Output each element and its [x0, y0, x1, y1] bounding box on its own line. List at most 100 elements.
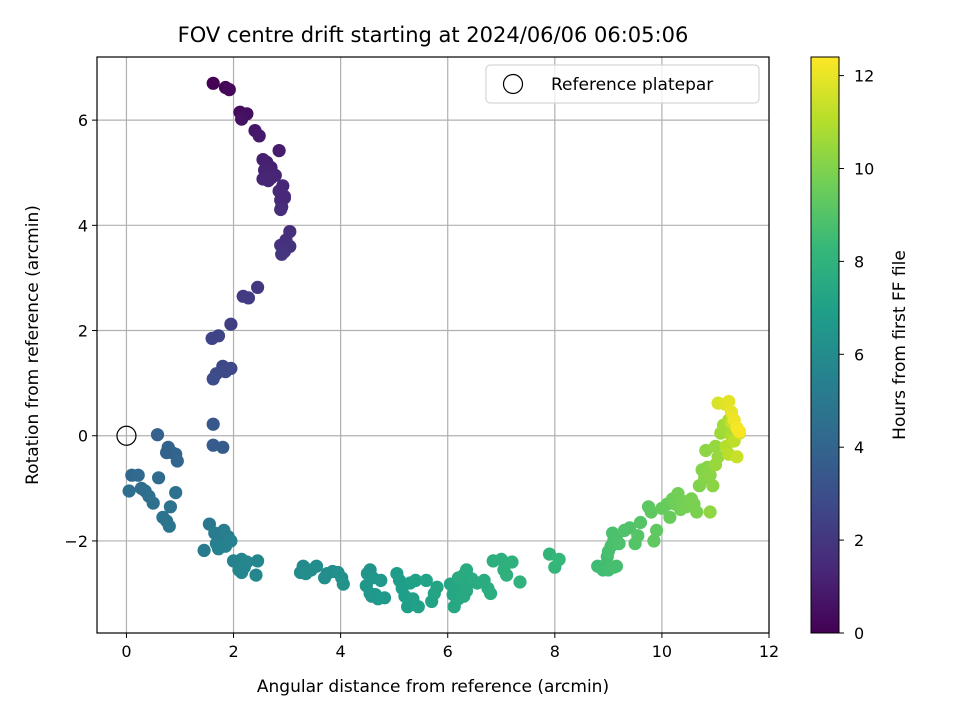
data-point	[644, 505, 658, 519]
legend-reference-marker	[502, 73, 524, 95]
data-point	[430, 580, 444, 594]
data-point	[552, 552, 566, 567]
data-point	[206, 417, 220, 431]
y-tick-label: 2	[78, 322, 88, 341]
data-point	[336, 577, 350, 591]
data-point	[708, 458, 723, 472]
reference-platepar-marker	[116, 425, 137, 446]
data-point	[197, 543, 211, 558]
colorbar-tick-label: 8	[854, 252, 864, 271]
x-axis-label: Angular distance from reference (arcmin)	[257, 677, 609, 697]
x-tick-label: 0	[121, 642, 131, 661]
data-point	[730, 450, 744, 464]
data-point	[703, 468, 717, 482]
legend-box	[485, 64, 760, 104]
data-point	[131, 468, 145, 482]
data-point	[169, 486, 183, 500]
data-point	[419, 573, 433, 588]
x-tick-label: 10	[652, 642, 672, 661]
data-point	[122, 484, 136, 498]
data-point	[309, 559, 324, 573]
data-point	[371, 592, 385, 606]
x-axis-ticks: 0 2 4 6 8 10 12	[121, 633, 779, 661]
data-point	[211, 542, 226, 556]
data-point	[150, 428, 165, 442]
data-point	[170, 454, 184, 468]
data-point	[703, 505, 717, 519]
y-tick-label: 4	[78, 216, 88, 235]
data-point	[542, 547, 557, 561]
data-point	[722, 394, 736, 409]
data-point	[277, 191, 291, 205]
data-point	[299, 567, 313, 581]
grid	[97, 57, 770, 633]
data-point	[612, 537, 626, 551]
reference-marker-group	[116, 425, 137, 446]
data-point	[241, 291, 256, 305]
y-axis-ticks: −2 0 2 4 6	[64, 111, 97, 551]
data-point	[162, 519, 176, 533]
data-point	[163, 500, 177, 514]
data-point	[609, 559, 624, 573]
data-point	[505, 555, 519, 569]
colorbar-ticks: 0 2 4 6 8 10 12	[839, 67, 874, 643]
colorbar-tick-label: 6	[854, 345, 864, 364]
data-point	[633, 515, 648, 530]
colorbar-tick-label: 0	[854, 624, 864, 643]
data-point	[224, 534, 238, 548]
colorbar-label: Hours from first FF file	[890, 250, 910, 440]
legend-label: Reference platepar	[551, 75, 713, 95]
x-tick-label: 8	[550, 642, 560, 661]
data-point	[252, 129, 266, 143]
plot-area	[97, 57, 769, 633]
colorbar-gradient	[811, 57, 839, 633]
data-point	[409, 573, 423, 588]
data-point	[513, 575, 527, 589]
data-point	[222, 83, 236, 97]
y-tick-label: 6	[78, 111, 88, 130]
colorbar-tick-label: 10	[854, 159, 874, 178]
data-point	[251, 280, 265, 294]
data-point	[146, 496, 160, 510]
y-tick-label: 0	[78, 427, 88, 446]
plot-frame	[96, 56, 770, 634]
colorbar-tick-label: 4	[854, 438, 864, 457]
data-point	[251, 554, 265, 568]
colorbar-tick-label: 2	[854, 531, 864, 550]
x-tick-label: 2	[228, 642, 238, 661]
data-point	[283, 225, 297, 239]
data-point	[256, 172, 270, 186]
data-point	[706, 479, 720, 493]
data-point	[272, 144, 286, 158]
y-tick-label: −2	[64, 532, 88, 551]
data-point	[484, 586, 498, 601]
data-point	[494, 552, 508, 567]
data-point	[249, 568, 263, 582]
data-point	[218, 365, 233, 379]
data-point	[206, 372, 220, 386]
data-point	[160, 446, 174, 460]
data-point	[457, 568, 471, 582]
data-point	[406, 592, 420, 606]
data-point	[663, 510, 677, 524]
data-point	[274, 202, 288, 217]
data-point	[275, 247, 289, 261]
x-tick-label: 12	[759, 642, 779, 661]
data-point	[211, 329, 226, 343]
data-point	[152, 471, 166, 485]
data-point	[206, 76, 220, 90]
legend: Reference platepar	[485, 64, 760, 104]
chart-title: FOV centre drift starting at 2024/06/06 …	[178, 23, 689, 47]
data-point	[650, 523, 664, 538]
colorbar: 0 2 4 6 8 10 12 Hours from first FF file	[810, 56, 910, 643]
x-tick-label: 6	[443, 642, 453, 661]
colorbar-tick-label: 12	[854, 67, 874, 86]
data-point	[708, 439, 723, 453]
y-axis-label: Rotation from reference (arcmin)	[23, 205, 43, 485]
colorbar-frame	[810, 56, 840, 634]
data-point	[235, 112, 249, 126]
data-point	[366, 571, 380, 585]
data-point	[732, 424, 747, 439]
data-point	[500, 568, 514, 582]
